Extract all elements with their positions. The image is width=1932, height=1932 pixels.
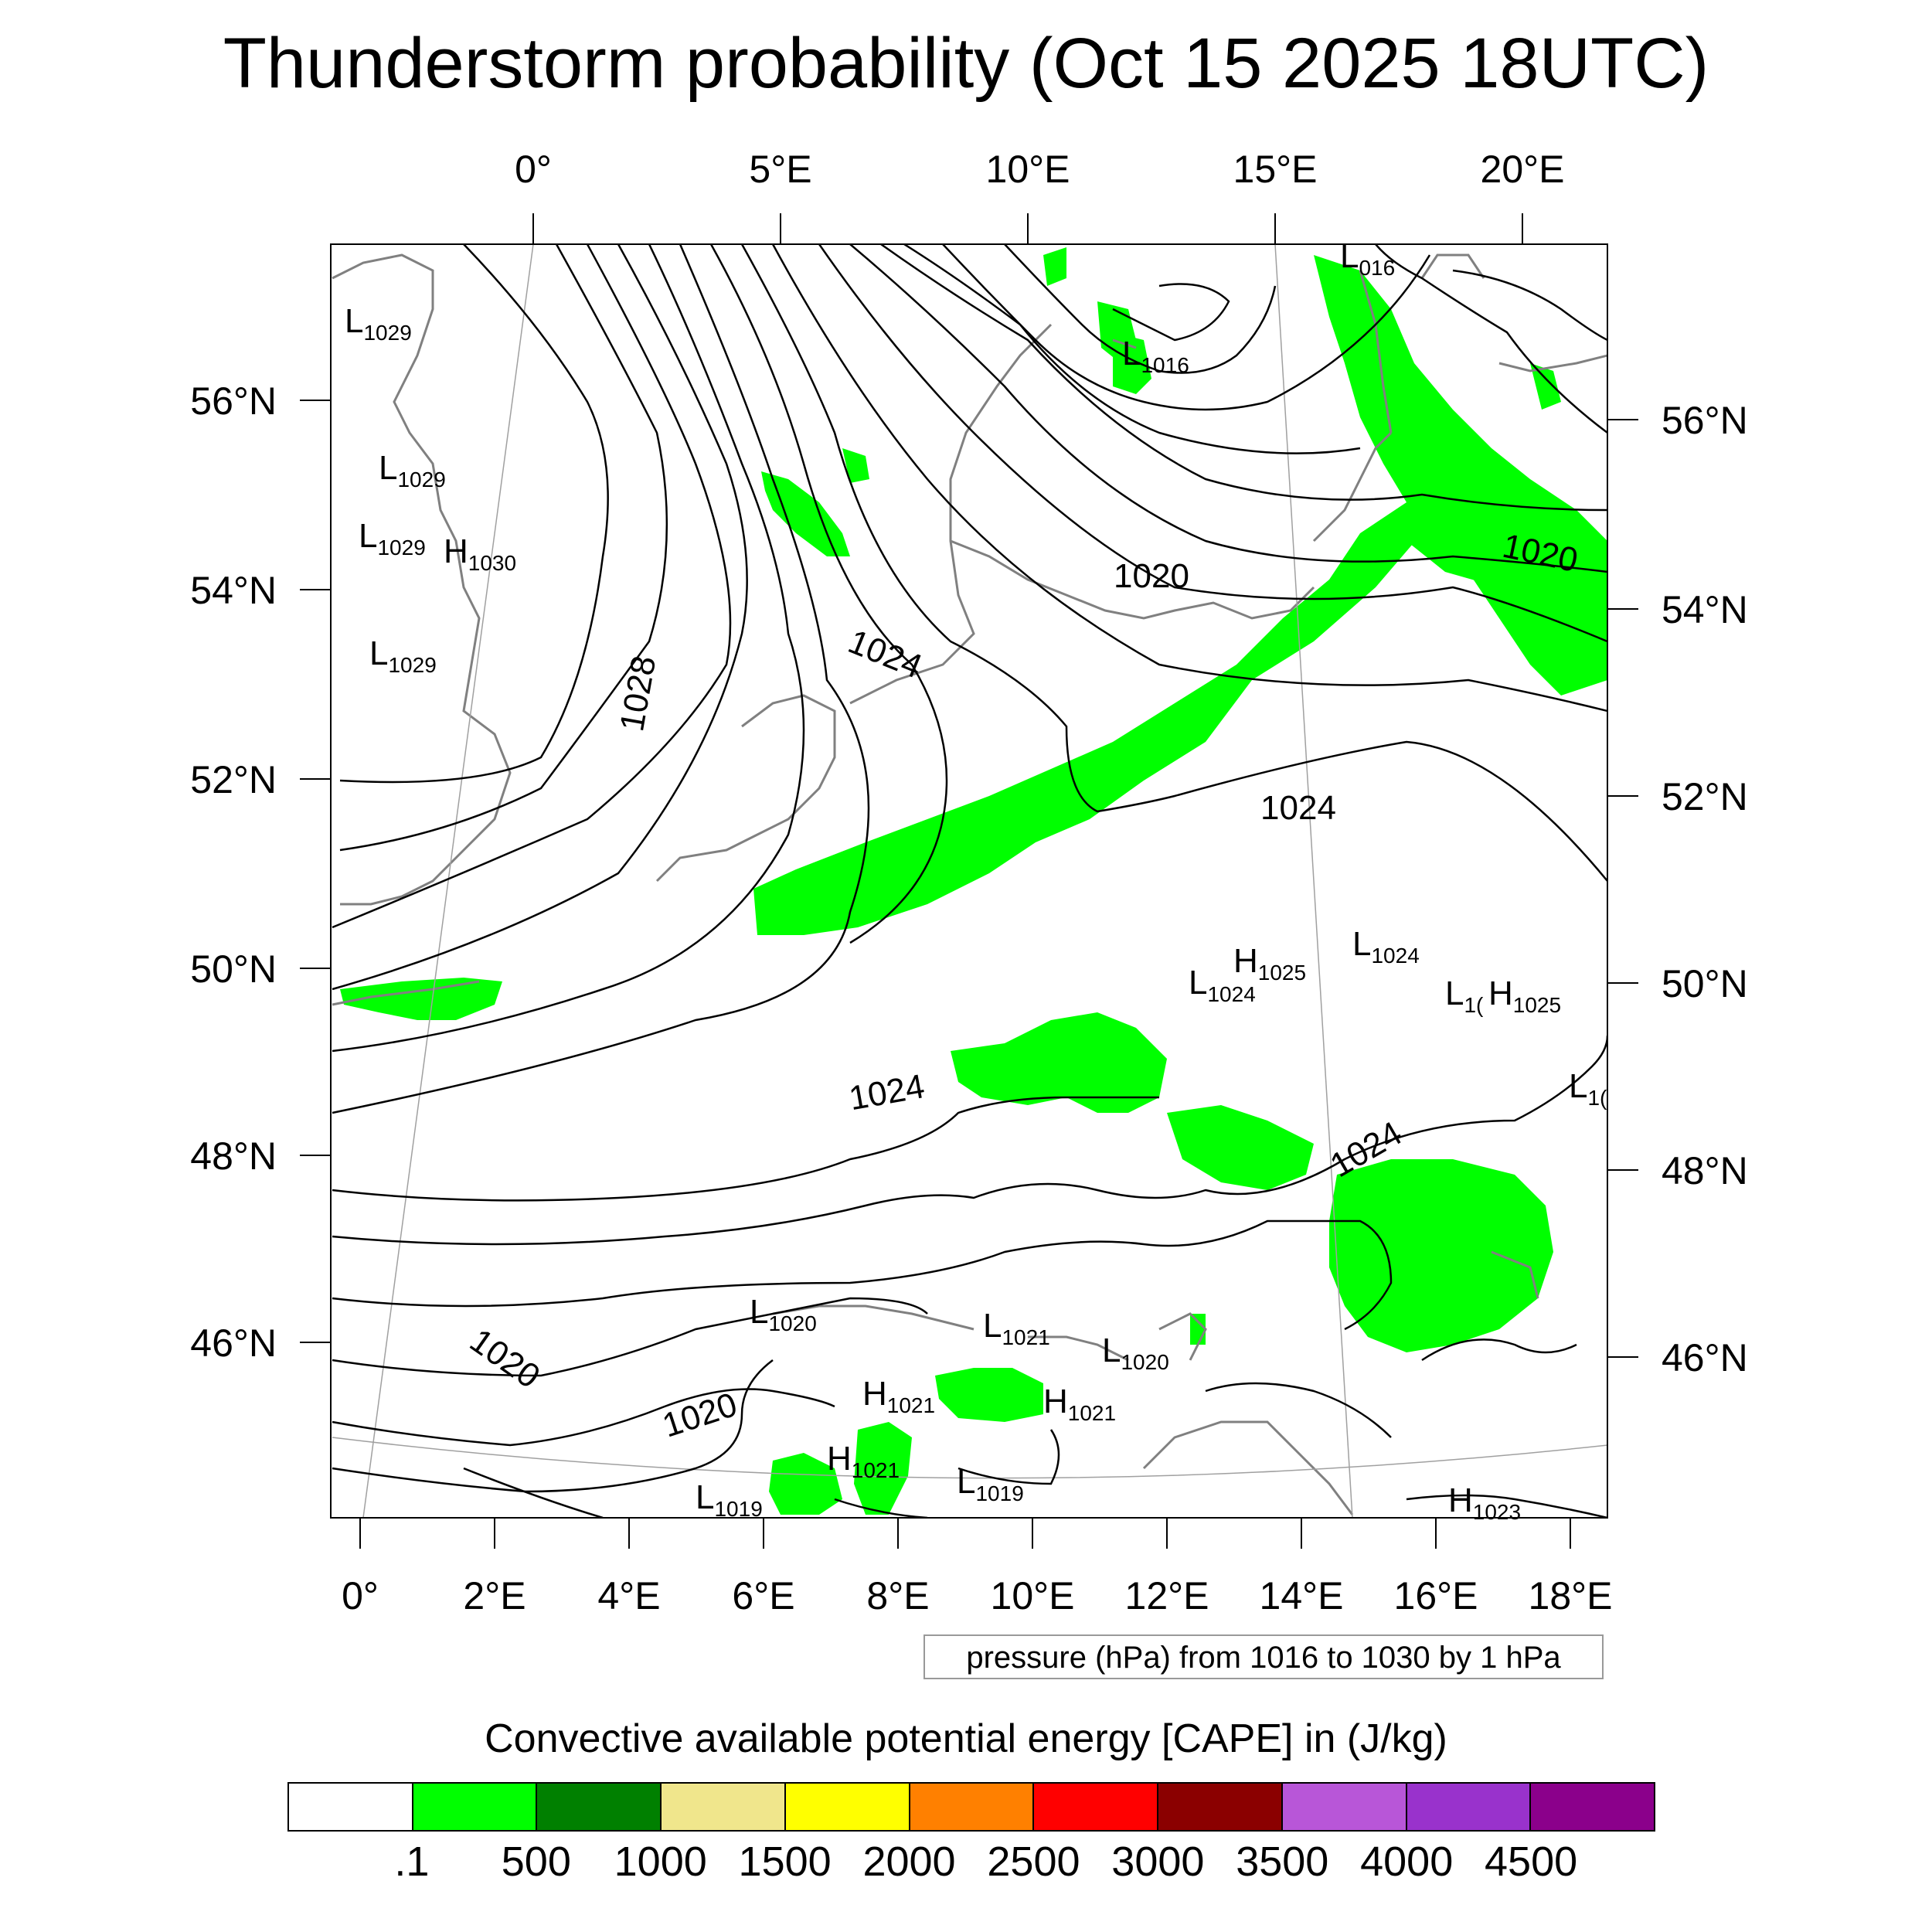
coastlines	[332, 253, 1607, 1515]
colorbar-swatch	[785, 1784, 910, 1830]
isobars	[332, 245, 1607, 1517]
colorbar-swatch	[1158, 1784, 1283, 1830]
bottom-lon-label: 12°E	[1125, 1574, 1209, 1617]
colorbar-tick-label: 1500	[738, 1838, 832, 1885]
pressure-center: L1019	[696, 1478, 763, 1521]
bottom-lon-label: 2°E	[463, 1574, 526, 1617]
cape-colorbar	[287, 1782, 1655, 1832]
bottom-lon-label: 0°	[342, 1574, 379, 1617]
isobar-label: 1024	[1260, 789, 1336, 827]
pressure-center: L1019	[957, 1463, 1024, 1505]
pressure-center: L1029	[359, 517, 426, 560]
pressure-center: L1(	[1445, 975, 1484, 1017]
colorbar-swatch	[1034, 1784, 1159, 1830]
graticule	[332, 245, 1607, 1517]
colorbar-tick-label: .1	[394, 1838, 430, 1885]
pressure-center: L1024	[1352, 925, 1420, 968]
bottom-lon-label: 18°E	[1529, 1574, 1613, 1617]
pressure-center: H1025	[1233, 942, 1306, 985]
pressure-center: L1020	[750, 1293, 817, 1335]
right-lat-label: 46°N	[1662, 1336, 1748, 1379]
pressure-center: H1025	[1488, 975, 1561, 1017]
colorbar-tick-label: 1000	[614, 1838, 707, 1885]
left-lat-label: 48°N	[190, 1134, 277, 1178]
pressure-center: L1(	[1569, 1067, 1607, 1110]
top-lon-label: 20°E	[1481, 148, 1565, 191]
colorbar-tick-label: 500	[501, 1838, 571, 1885]
top-lon-label: 10°E	[986, 148, 1070, 191]
pressure-center: L016	[1340, 237, 1395, 280]
colorbar-swatch	[910, 1784, 1035, 1830]
colorbar-tick-label: 2000	[862, 1838, 956, 1885]
colorbar-swatch	[1282, 1784, 1407, 1830]
left-lat-label: 54°N	[190, 569, 277, 612]
colorbar-swatch	[662, 1784, 786, 1830]
pressure-center: L1021	[983, 1307, 1050, 1349]
left-lat-label: 56°N	[190, 379, 277, 423]
map-title: Thunderstorm probability (Oct 15 2025 18…	[223, 24, 1709, 103]
bottom-lon-label: 6°E	[732, 1574, 794, 1617]
right-lat-label: 50°N	[1662, 962, 1748, 1005]
colorbar-labels: .1 500 1000 1500 2000 2500 3000 3500 4000 4500	[0, 1838, 1932, 1892]
colorbar-title: Convective available potential energy [C…	[485, 1716, 1447, 1761]
right-lat-label: 54°N	[1662, 588, 1748, 631]
pressure-center: H1030	[444, 532, 516, 575]
left-lat-label: 50°N	[190, 947, 277, 991]
left-lat-label: 46°N	[190, 1321, 277, 1365]
top-lon-label: 15°E	[1233, 148, 1318, 191]
axis-ticks	[300, 213, 1638, 1549]
colorbar-tick-label: 4000	[1360, 1838, 1454, 1885]
right-lat-label: 56°N	[1662, 399, 1748, 442]
top-lon-label: 5°E	[749, 148, 811, 191]
pressure-centers: L1029 L1029 L1029 H1030 L1029 L016 L1016…	[345, 237, 1607, 1524]
colorbar-swatch	[1406, 1784, 1532, 1830]
colorbar-swatch	[413, 1784, 538, 1830]
pressure-center: H1021	[862, 1375, 935, 1417]
top-lon-label: 0°	[515, 148, 552, 191]
pressure-center: H1023	[1448, 1481, 1521, 1524]
bottom-lon-label: 14°E	[1260, 1574, 1344, 1617]
colorbar-swatch	[537, 1784, 662, 1830]
bottom-lon-label: 8°E	[866, 1574, 929, 1617]
pressure-center: L1016	[1122, 335, 1189, 377]
pressure-center: L1029	[379, 449, 446, 492]
colorbar-swatch	[289, 1784, 413, 1830]
pressure-center: H1021	[1043, 1383, 1116, 1425]
colorbar-tick-label: 3500	[1236, 1838, 1329, 1885]
isobar-label: 1020	[1114, 557, 1189, 595]
colorbar-swatch	[1531, 1784, 1655, 1830]
cape-areas	[340, 247, 1607, 1515]
pressure-center: L1024	[1189, 964, 1256, 1006]
pressure-center: L1020	[1102, 1332, 1169, 1374]
bottom-lon-label: 16°E	[1394, 1574, 1478, 1617]
colorbar-tick-label: 3000	[1111, 1838, 1205, 1885]
right-lat-label: 52°N	[1662, 775, 1748, 818]
bottom-lon-label: 10°E	[991, 1574, 1075, 1617]
bottom-lon-label: 4°E	[597, 1574, 660, 1617]
pressure-center: L1029	[345, 302, 412, 345]
pressure-center: L1029	[369, 634, 437, 677]
colorbar-tick-label: 2500	[987, 1838, 1080, 1885]
left-lat-label: 52°N	[190, 758, 277, 801]
colorbar-tick-label: 4500	[1485, 1838, 1578, 1885]
pressure-center: H1021	[827, 1440, 900, 1482]
pressure-note: pressure (hPa) from 1016 to 1030 by 1 hP…	[923, 1634, 1604, 1679]
right-lat-label: 48°N	[1662, 1149, 1748, 1192]
